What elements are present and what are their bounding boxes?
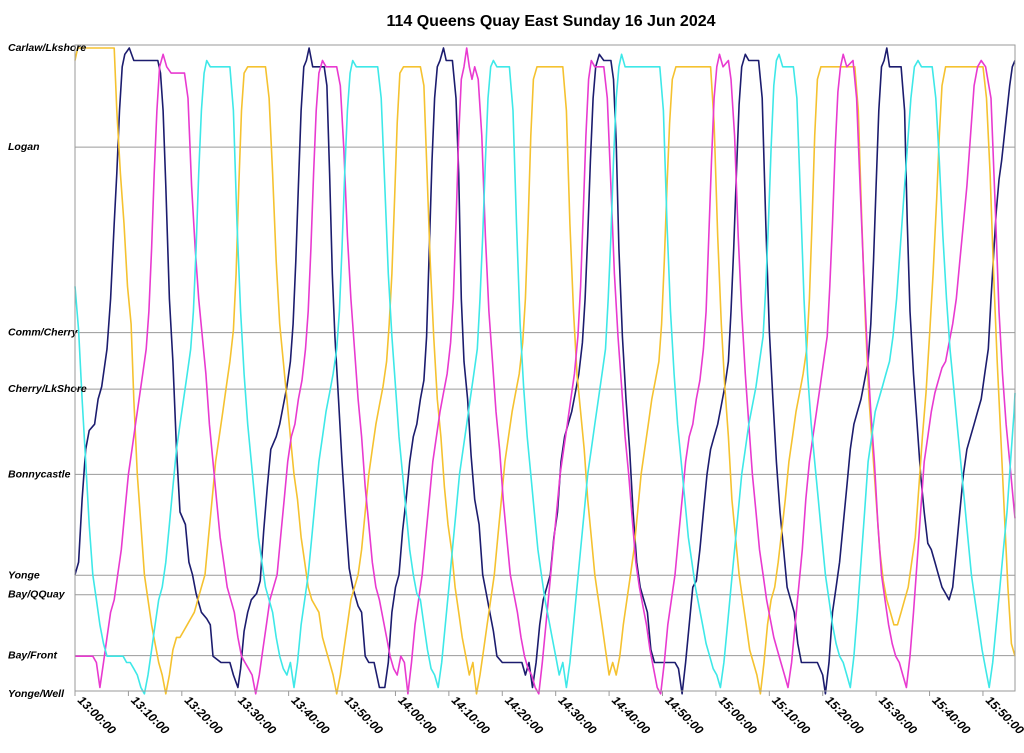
grid <box>75 146 1015 657</box>
stop-label: Logan <box>8 141 40 153</box>
x-tick-label: 13:20:00 <box>182 693 226 737</box>
x-tick-label: 14:00:00 <box>395 693 439 737</box>
stop-labels: Carlaw/Lkshore Logan Comm/Cherry Cherry/LkS… <box>8 42 87 700</box>
x-tick-label: 13:30:00 <box>235 693 279 737</box>
x-tick-label: 14:30:00 <box>556 693 600 737</box>
x-tick-label: 13:50:00 <box>342 693 386 737</box>
x-tick-label: 15:20:00 <box>823 693 867 737</box>
series-line-1 <box>74 47 1016 695</box>
stop-label: Comm/Cherry <box>8 327 79 339</box>
x-tick-label: 14:40:00 <box>609 693 653 737</box>
stop-label: Bay/Front <box>8 650 58 662</box>
x-tick-label: 15:10:00 <box>769 693 813 737</box>
stop-label: Bonnycastle <box>8 468 71 480</box>
series-line-0 <box>74 47 1016 695</box>
series-line-2 <box>75 47 1016 695</box>
x-tick-label: 13:00:00 <box>75 693 119 737</box>
chart-title: 114 Queens Quay East Sunday 16 Jun 2024 <box>386 13 715 30</box>
stop-label: Carlaw/Lkshore <box>8 42 86 54</box>
stop-label: Yonge/Well <box>8 688 65 700</box>
x-axis-ticks: 13:00:00 13:10:00 13:20:00 13:30:00 13:40:00… <box>74 691 1024 737</box>
stop-label: Yonge <box>8 569 40 581</box>
plot-frame <box>74 44 1016 692</box>
x-tick-label: 13:40:00 <box>289 693 333 737</box>
stop-label: Cherry/LkShore <box>8 383 87 395</box>
series-line-3 <box>74 53 1016 695</box>
x-tick-label: 13:10:00 <box>128 693 172 737</box>
stop-label: Bay/QQuay <box>8 589 66 601</box>
x-tick-label: 15:40:00 <box>929 693 973 737</box>
x-tick-label: 15:50:00 <box>983 693 1024 737</box>
x-tick-label: 14:20:00 <box>502 693 546 737</box>
x-tick-label: 14:50:00 <box>662 693 706 737</box>
x-tick-label: 15:00:00 <box>716 693 760 737</box>
x-tick-label: 15:30:00 <box>876 693 920 737</box>
x-tick-label: 14:10:00 <box>449 693 493 737</box>
series-layer <box>74 47 1016 695</box>
